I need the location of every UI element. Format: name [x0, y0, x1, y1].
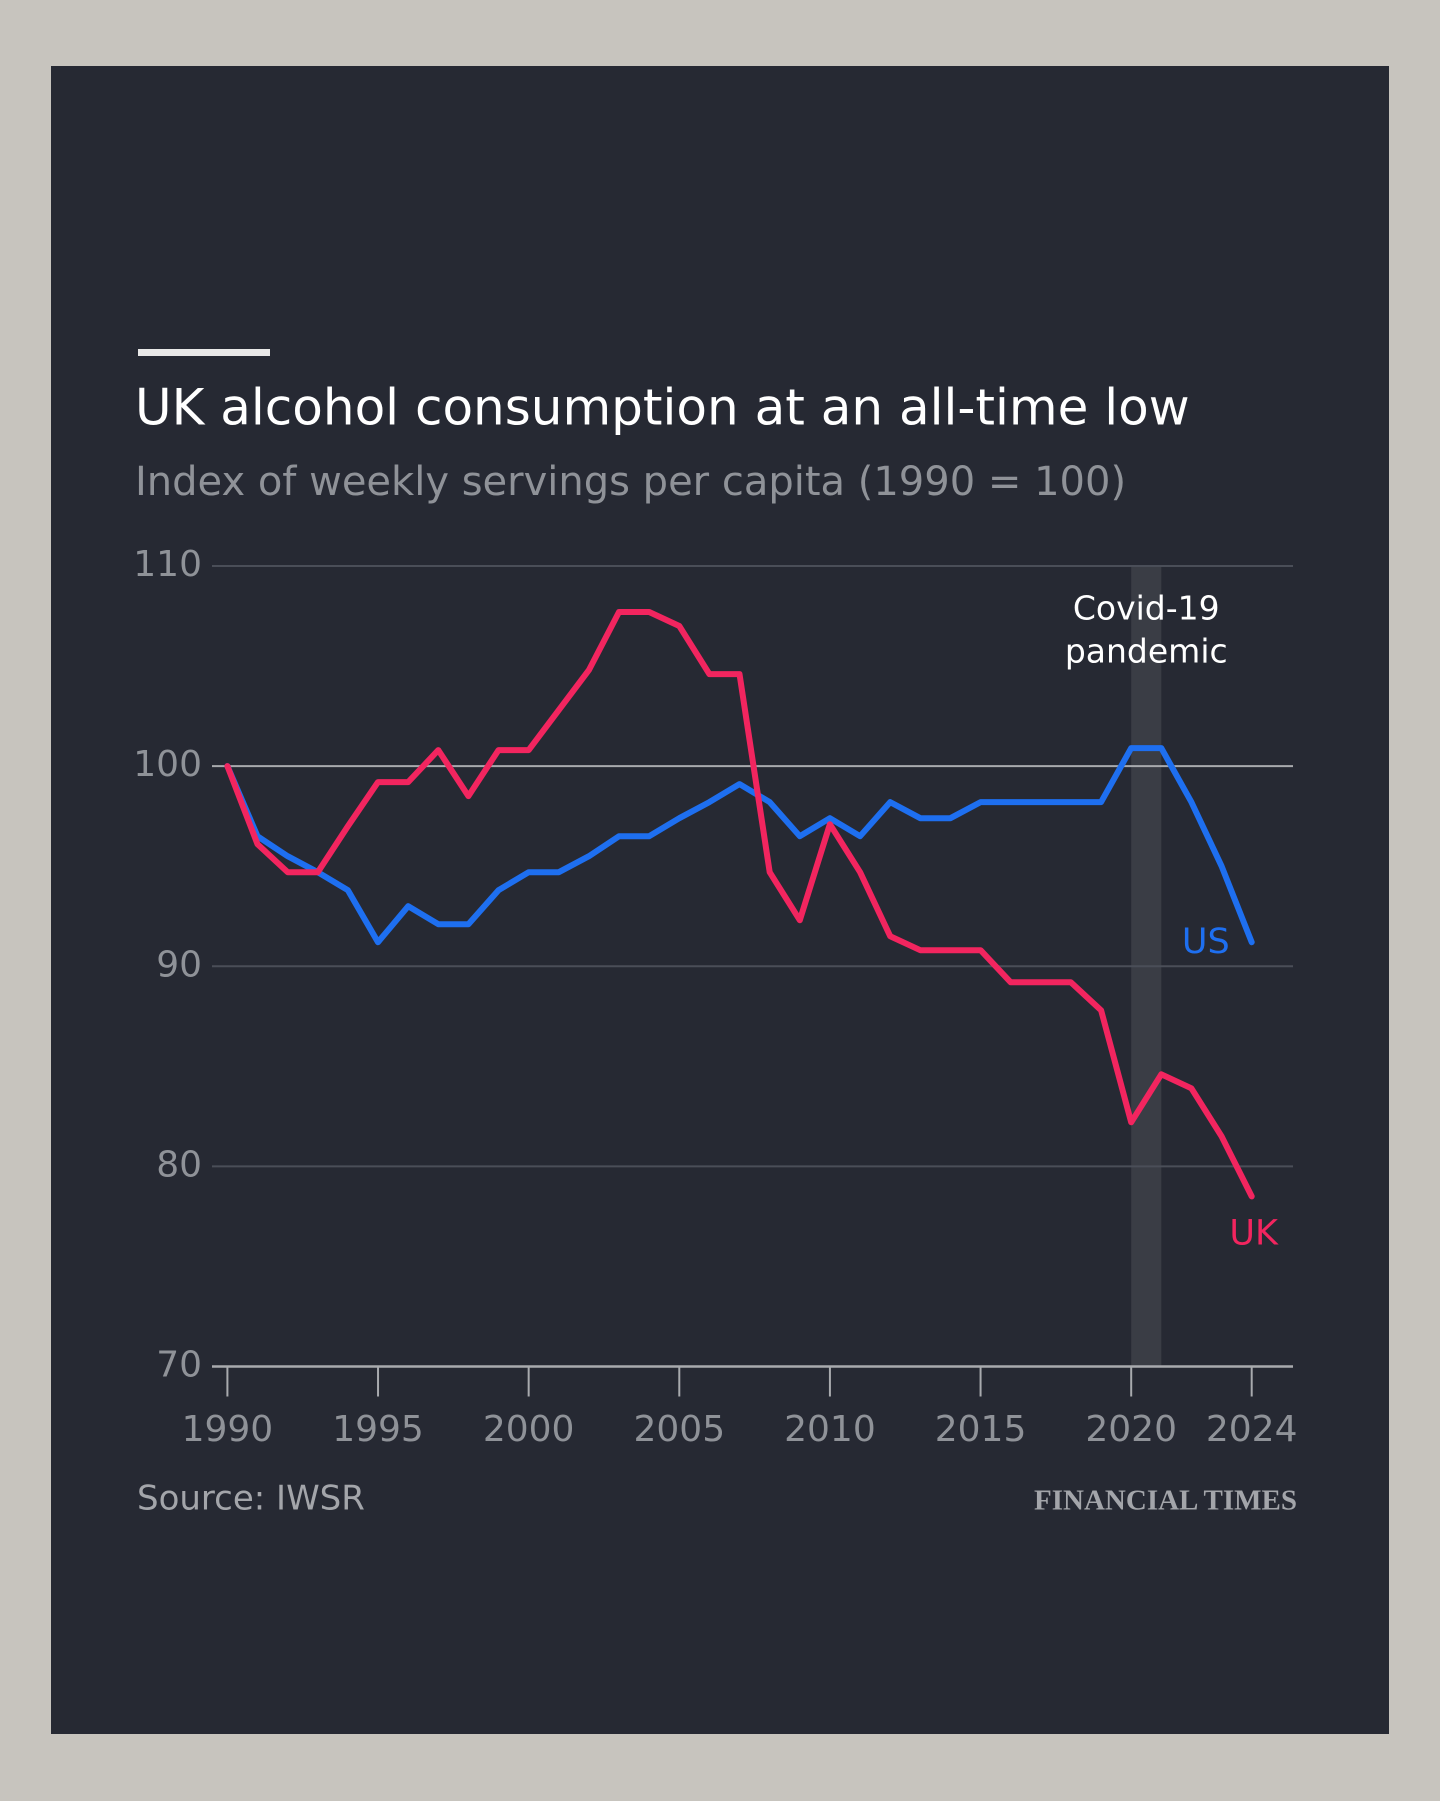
x-tick-label: 2024	[1206, 1409, 1298, 1450]
series-label: UK	[1229, 1213, 1279, 1253]
chart-subtitle: Index of weekly servings per capita (199…	[135, 459, 1126, 505]
y-tick-label: 90	[156, 944, 202, 985]
source: Source: IWSR	[137, 1479, 365, 1519]
series-label: US	[1182, 922, 1230, 962]
shade-label: Covid-19	[1073, 589, 1220, 628]
y-tick-label: 110	[133, 544, 202, 585]
x-tick-label: 2015	[935, 1409, 1027, 1450]
x-tick-label: 1990	[182, 1409, 274, 1450]
series-line	[224, 745, 1255, 946]
x-tick-label: 2005	[633, 1409, 725, 1450]
y-tick-label: 100	[133, 744, 202, 785]
y-tick-label: 70	[156, 1345, 202, 1386]
series-line	[224, 609, 1255, 1200]
panel	[51, 66, 1389, 1734]
y-tick-label: 80	[156, 1144, 202, 1185]
chart-title: UK alcohol consumption at an all-time lo…	[135, 379, 1190, 437]
x-tick-label: 2020	[1085, 1409, 1177, 1450]
x-tick-label: 1995	[332, 1409, 424, 1450]
x-tick-label: 2000	[483, 1409, 575, 1450]
x-tick-label: 2010	[784, 1409, 876, 1450]
publisher: FINANCIAL TIMES	[1034, 1485, 1297, 1517]
title-accent	[138, 349, 270, 356]
shade-label: pandemic	[1065, 632, 1228, 671]
